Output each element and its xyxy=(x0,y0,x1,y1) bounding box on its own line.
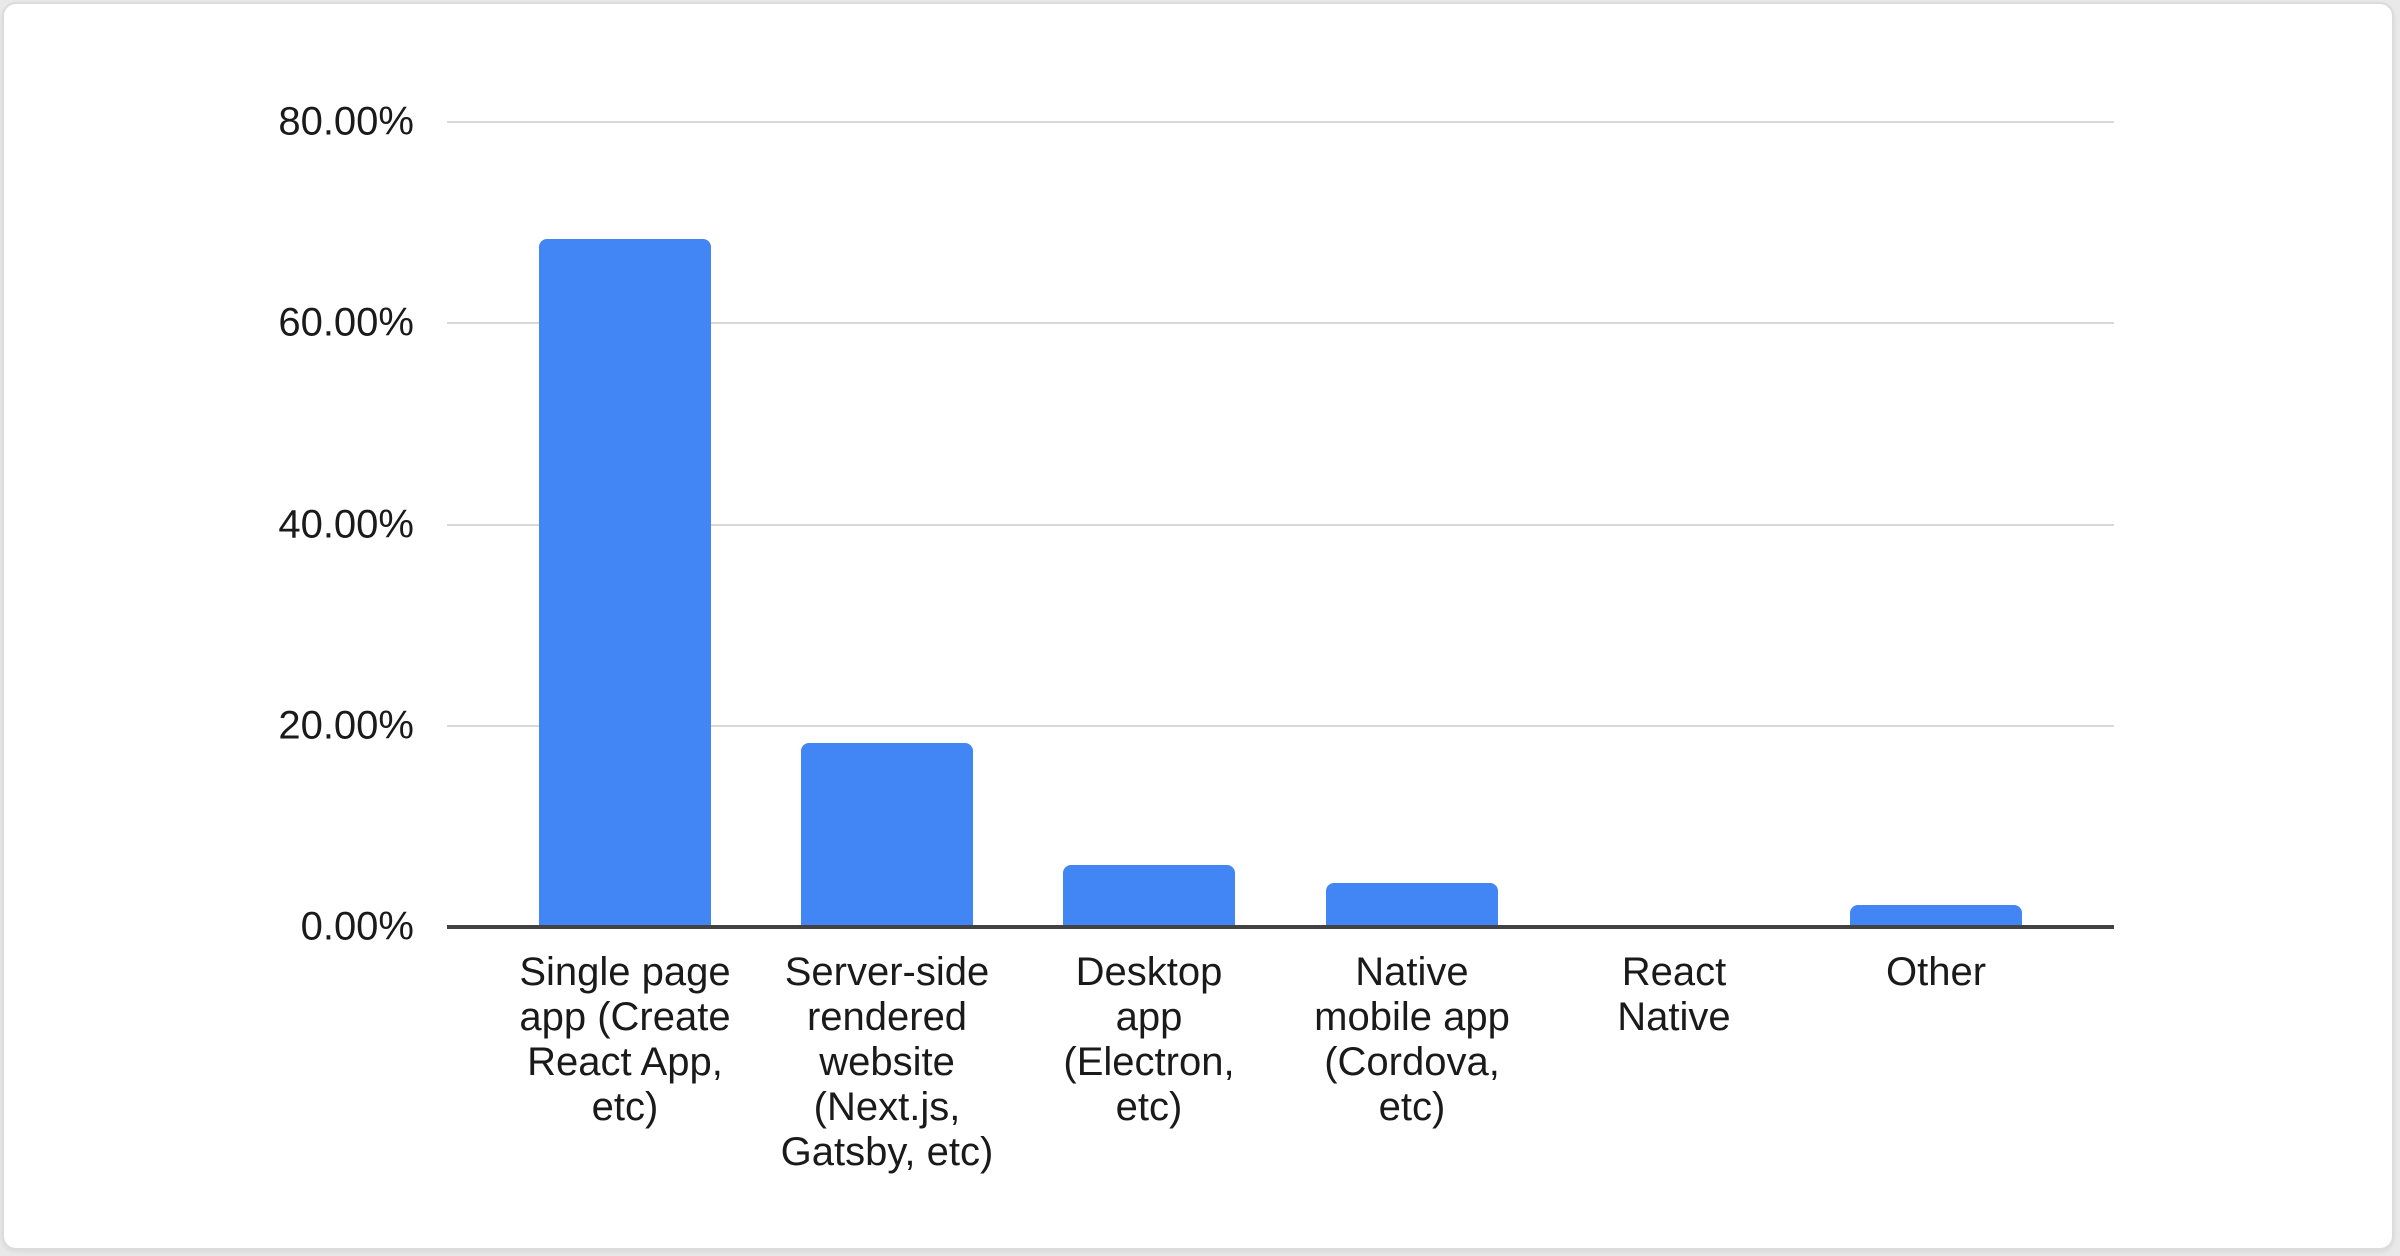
bar-chart: 80.00% 60.00% 40.00% 20.00% 0.00% Single pag… xyxy=(4,4,2392,1248)
x-category-label: Desktop app (Electron, etc) xyxy=(1063,950,1235,1129)
x-category-label: React Native xyxy=(1617,950,1731,1039)
y-tick-label: 80.00% xyxy=(278,99,414,144)
gridline-60 xyxy=(447,322,2114,325)
y-tick-label: 60.00% xyxy=(278,300,414,345)
y-tick-label: 20.00% xyxy=(278,703,414,748)
x-category-label: Server-side rendered website (Next.js, G… xyxy=(780,950,994,1174)
gridline-40 xyxy=(447,523,2114,526)
bar-1 xyxy=(539,239,711,929)
x-category-label: Single page app (Create React App, etc) xyxy=(519,950,731,1129)
gridline-80 xyxy=(447,121,2114,123)
bar-2 xyxy=(801,743,973,929)
x-category-label: Other xyxy=(1885,950,1987,994)
y-tick-label: 40.00% xyxy=(278,502,414,546)
bar-4 xyxy=(1326,883,1498,929)
x-axis-line xyxy=(447,925,2114,929)
y-tick-label: 0.00% xyxy=(300,904,414,949)
bar-3 xyxy=(1063,865,1235,929)
x-category-label: Native mobile app (Cordova, etc) xyxy=(1314,950,1510,1129)
gridline-20 xyxy=(447,724,2114,727)
